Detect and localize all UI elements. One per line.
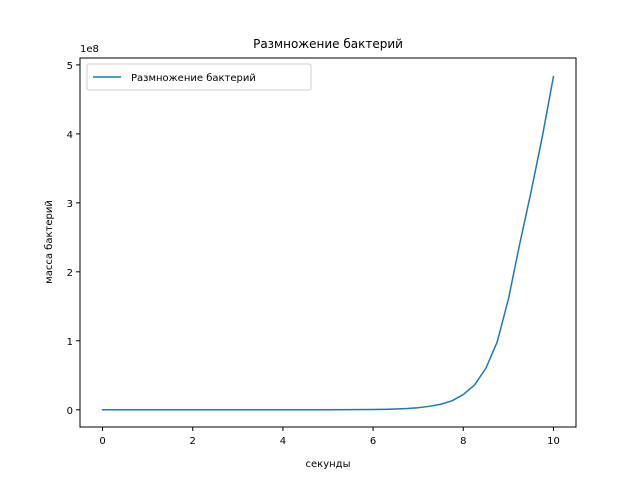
x-tick-label: 2 [190,436,196,447]
x-tick-label: 10 [547,436,560,447]
y-axis-label: масса бактерий [44,200,55,284]
plot-frame [79,57,577,428]
x-tick-label: 4 [280,436,286,447]
legend-box [86,63,312,91]
x-axis-label: секунды [306,459,351,470]
y-tick-label: 2 [67,268,73,279]
series-layer [101,75,555,411]
y-tick-label: 5 [67,61,73,72]
y-tick-label: 4 [67,130,73,141]
x-tick-label: 6 [370,436,376,447]
y-tick-label: 0 [67,406,73,417]
plot-area [80,58,576,427]
y-offset-label: 1e8 [80,44,99,55]
x-axis-ticks: 0 2 4 6 8 10 [99,427,560,447]
chart-title: Размножение бактерий [253,37,403,51]
y-tick-label: 1 [67,337,73,348]
series-line [101,75,555,411]
x-tick-label: 8 [460,436,466,447]
y-axis-ticks: 0 1 2 3 4 5 [67,61,80,417]
y-tick-label: 3 [67,199,73,210]
legend: Размножение бактерий [86,63,312,91]
x-tick-label: 0 [99,436,105,447]
legend-label: Размножение бактерий [131,73,256,84]
